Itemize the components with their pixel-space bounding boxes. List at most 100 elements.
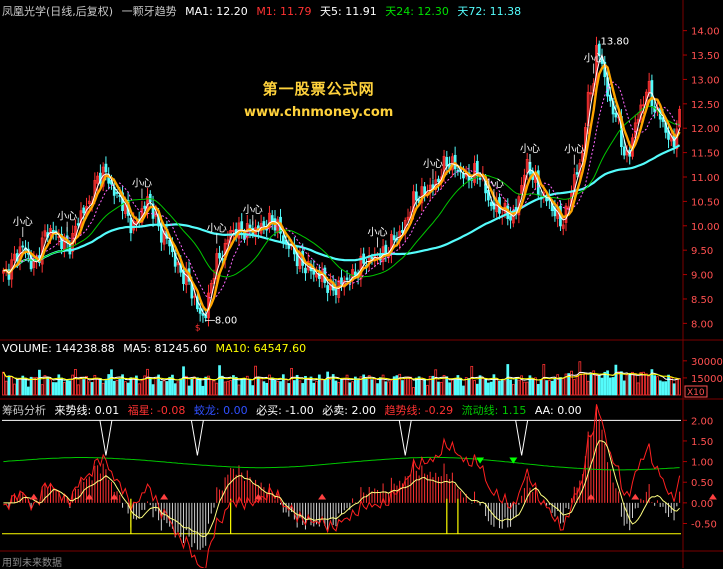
volume-bar <box>414 377 418 396</box>
volume-bar <box>489 381 493 396</box>
caution-annotation: 小心 <box>132 178 152 190</box>
candle-body-down <box>608 94 612 102</box>
indicator-panel-header: 筹码分析 来势线: 0.01 福星: -0.08 蛟龙: 0.00 必买: -1… <box>2 402 587 418</box>
volume-bar <box>18 378 22 396</box>
volume-bar <box>26 386 30 396</box>
volume-bar <box>473 380 476 396</box>
price-tick-label: 10.00 <box>691 222 720 233</box>
volume-bars-group <box>2 361 681 396</box>
volume-bar <box>644 373 648 396</box>
price-tick-label: 12.50 <box>691 100 720 111</box>
candle-body-up <box>315 273 318 278</box>
volume-bar <box>46 376 50 396</box>
indicator-name: 一颗牙趋势 <box>121 5 177 18</box>
volume-bar <box>456 375 460 396</box>
volume-tick-label: 30000 <box>691 357 723 368</box>
candle-body-down <box>509 215 512 221</box>
volume-bar <box>331 374 335 396</box>
price-tick-label: 11.00 <box>691 173 720 184</box>
candle-body-down <box>575 172 579 175</box>
volume-bar <box>295 374 299 396</box>
candle-body-down <box>29 254 33 270</box>
volume-bar <box>309 376 313 396</box>
volume-bar <box>301 383 305 396</box>
volume-bar <box>240 378 244 396</box>
low-price-label: 8.00 <box>215 315 237 326</box>
t24-line <box>3 105 680 278</box>
volume-bar <box>376 383 379 396</box>
volume-bar <box>270 377 274 396</box>
volume-bar <box>162 380 166 396</box>
indicator-tick-label: 0.50 <box>691 478 713 489</box>
volume-bar <box>226 380 230 396</box>
volume-bar <box>21 375 25 396</box>
candle-body-up <box>511 209 515 224</box>
candle-body-down <box>304 267 307 274</box>
volume-bar <box>622 380 626 396</box>
volume-bar <box>87 381 91 396</box>
volume-bar <box>625 374 629 396</box>
volume-bar <box>575 375 579 396</box>
volume-bar <box>306 379 310 396</box>
volume-bar <box>112 380 116 396</box>
volume-bar <box>503 380 507 396</box>
volume-bar <box>51 382 55 396</box>
buy-arrow <box>318 493 327 500</box>
volume-bar <box>373 378 377 396</box>
candle-body-down <box>68 243 72 255</box>
volume-bar <box>462 385 465 396</box>
volume-bar <box>54 382 58 396</box>
volume-bar <box>304 375 307 396</box>
volume-bar <box>24 377 27 396</box>
candle-body-up <box>639 104 643 120</box>
volume-bar <box>68 380 72 396</box>
volume-bar <box>470 365 474 396</box>
candle-body-up <box>337 280 341 298</box>
qushi-line <box>3 404 681 568</box>
volume-bar <box>650 369 654 396</box>
volume-bar <box>578 361 582 396</box>
candle-body-down <box>492 202 496 210</box>
liushi-value: 流动线: 1.15 <box>461 404 527 417</box>
volume-bar <box>384 381 388 396</box>
volume-bar <box>312 382 316 396</box>
volume-bar <box>173 383 177 396</box>
volume-bar <box>595 375 598 396</box>
sell-spike <box>99 420 113 456</box>
candle-body-up <box>226 239 230 245</box>
volume-bar <box>212 380 216 396</box>
volume-bar <box>556 374 560 396</box>
volume-bar <box>406 376 410 396</box>
volume-bar <box>38 369 41 396</box>
volume-bar <box>248 378 252 396</box>
candle-body-up <box>215 253 219 279</box>
volume-bar <box>353 376 357 396</box>
volume-bar <box>478 375 482 396</box>
volume-bar <box>633 373 637 396</box>
candle-body-down <box>326 285 330 293</box>
volume-bar <box>656 376 659 396</box>
volume-bar <box>570 370 573 396</box>
volume-bar <box>320 379 324 396</box>
candle-body-down <box>437 178 440 183</box>
candle-body-up <box>13 253 16 261</box>
volume-bar <box>329 379 332 396</box>
volume-bar <box>356 378 360 396</box>
volume-bar <box>76 384 80 396</box>
volume-bar <box>135 375 138 396</box>
volume-bar <box>229 380 233 396</box>
volume-bar <box>171 374 174 396</box>
volume-bar <box>326 371 330 396</box>
volume-bar <box>251 385 255 396</box>
candle-body-up <box>525 159 529 173</box>
candle-body-down <box>475 160 479 177</box>
volume-bar <box>74 369 77 396</box>
volume-bar <box>146 368 149 396</box>
liudong-line <box>3 456 680 471</box>
volume-bar <box>204 376 208 396</box>
volume-bar <box>390 380 393 396</box>
volume-bar <box>495 378 499 396</box>
price-tick-label: 12.00 <box>691 124 720 135</box>
volume-bar <box>678 378 681 396</box>
